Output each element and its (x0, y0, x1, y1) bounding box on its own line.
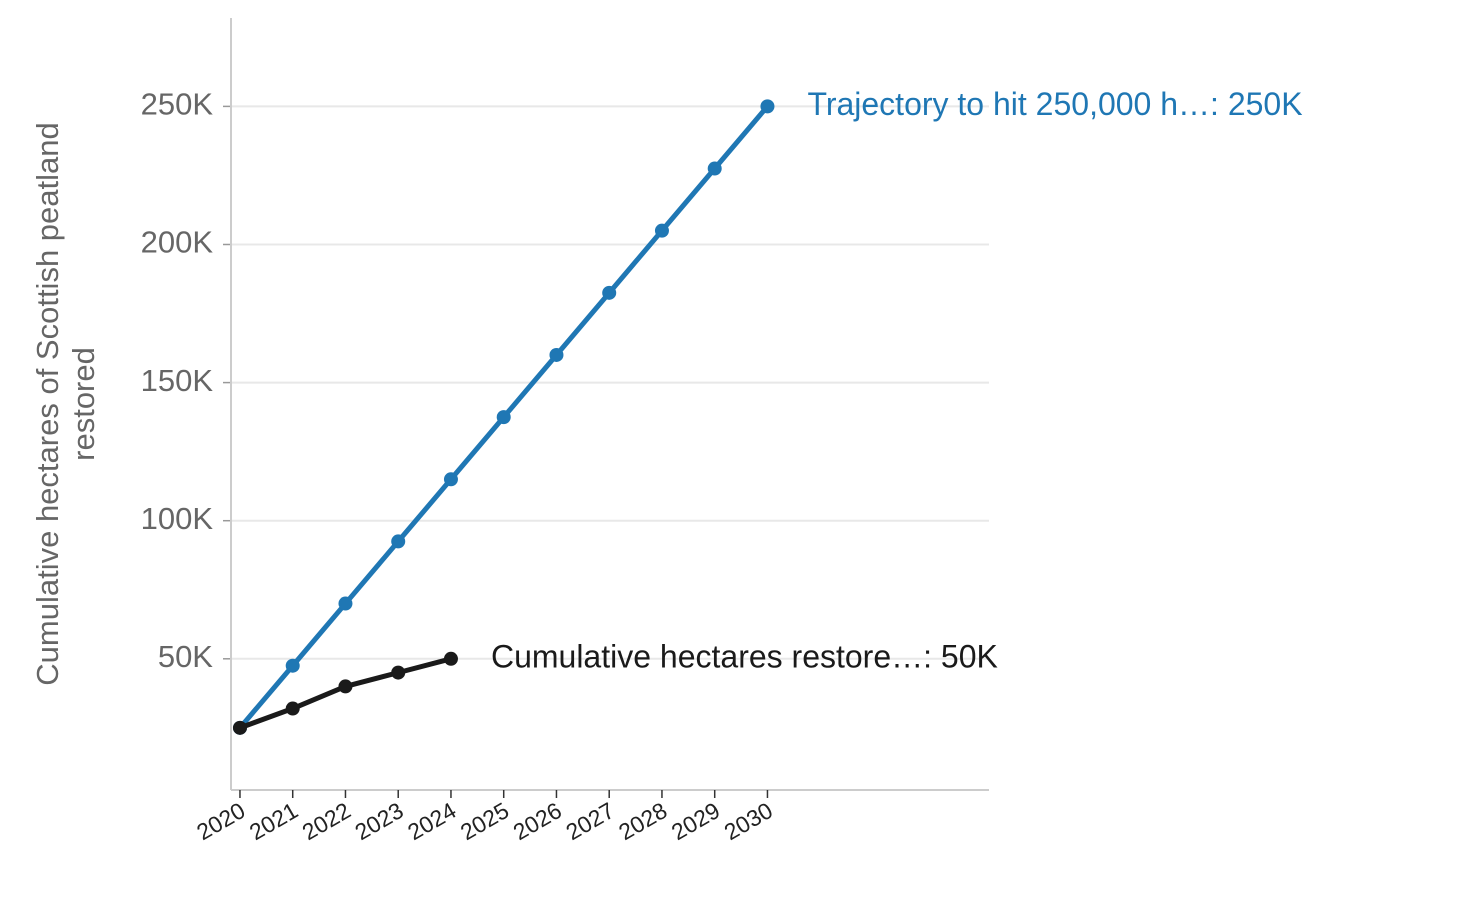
data-point (707, 161, 722, 176)
x-tick-label: 2024 (403, 797, 460, 845)
data-point (391, 534, 406, 549)
y-axis-label-line: restored (66, 347, 101, 461)
data-point (443, 651, 458, 666)
y-tick-label: 50K (158, 639, 213, 674)
x-tick-label: 2026 (509, 797, 566, 845)
data-point (654, 223, 669, 238)
x-tick-label: 2020 (192, 797, 249, 845)
data-point (602, 285, 617, 300)
x-tick-label: 2023 (350, 797, 407, 845)
y-tick-label: 100K (141, 501, 214, 536)
data-point (285, 701, 300, 716)
y-tick-label: 250K (141, 87, 214, 122)
data-point (338, 596, 353, 611)
data-point (391, 665, 406, 680)
y-axis-label-line: Cumulative hectares of Scottish peatland (30, 122, 65, 685)
data-point (285, 658, 300, 673)
data-point (338, 679, 353, 694)
end-label: Trajectory to hit 250,000 h…: 250K (807, 86, 1302, 122)
x-tick-label: 2027 (561, 797, 618, 845)
x-tick-label: 2030 (720, 797, 777, 845)
data-point (443, 472, 458, 487)
y-axis-label: Cumulative hectares of Scottish peatland… (30, 122, 101, 685)
end-label: Cumulative hectares restore…: 50K (491, 638, 998, 674)
data-point (760, 99, 775, 114)
y-tick-label: 150K (141, 363, 214, 398)
y-tick-label: 200K (141, 225, 214, 260)
x-tick-label: 2025 (456, 797, 513, 845)
x-tick-label: 2021 (245, 797, 302, 845)
data-point (232, 720, 247, 735)
x-tick-label: 2022 (298, 797, 355, 845)
x-tick-label: 2028 (614, 797, 671, 845)
data-point (496, 410, 511, 425)
data-point (549, 347, 564, 362)
x-tick-label: 2029 (667, 797, 724, 845)
